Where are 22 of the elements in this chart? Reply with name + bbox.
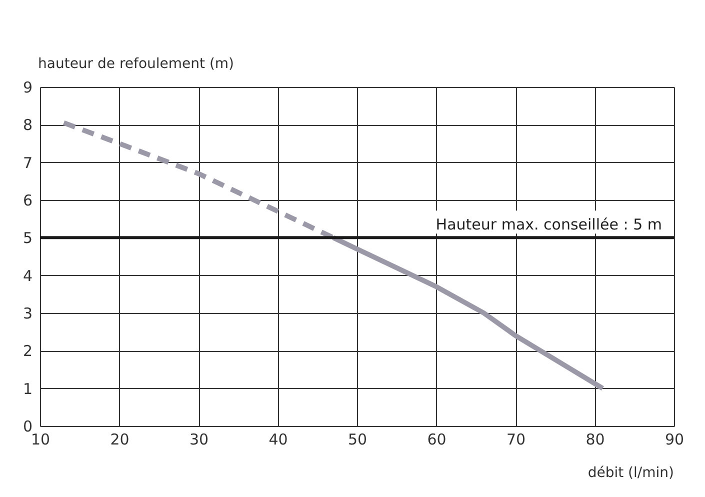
- x-tick-label: 40: [268, 430, 288, 448]
- y-tick-label: 8: [22, 116, 32, 134]
- ref-line-label: Hauteur max. conseillée : 5 m: [436, 216, 662, 234]
- x-tick-label: 30: [189, 430, 209, 448]
- x-tick-label: 80: [586, 430, 605, 448]
- y-tick-label: 3: [22, 304, 32, 322]
- y-tick-label: 2: [22, 342, 32, 360]
- x-tick-label: 90: [664, 430, 684, 448]
- y-tick-label: 5: [22, 229, 32, 248]
- x-tick-label: 20: [110, 430, 130, 448]
- y-tick-label: 9: [22, 78, 32, 96]
- x-axis-title: débit (l/min): [588, 465, 674, 481]
- x-tick-label: 60: [427, 430, 446, 448]
- y-axis-title: hauteur de refoulement (m): [38, 56, 234, 72]
- y-tick-label: 4: [22, 266, 32, 285]
- x-tick-label: 70: [506, 430, 526, 448]
- x-tick-label: 10: [30, 430, 50, 448]
- y-tick-label: 7: [22, 154, 32, 172]
- x-tick-label: 50: [348, 430, 368, 448]
- y-tick-label: 1: [22, 380, 32, 398]
- y-tick-label: 0: [22, 418, 32, 436]
- y-tick-label: 6: [22, 192, 32, 210]
